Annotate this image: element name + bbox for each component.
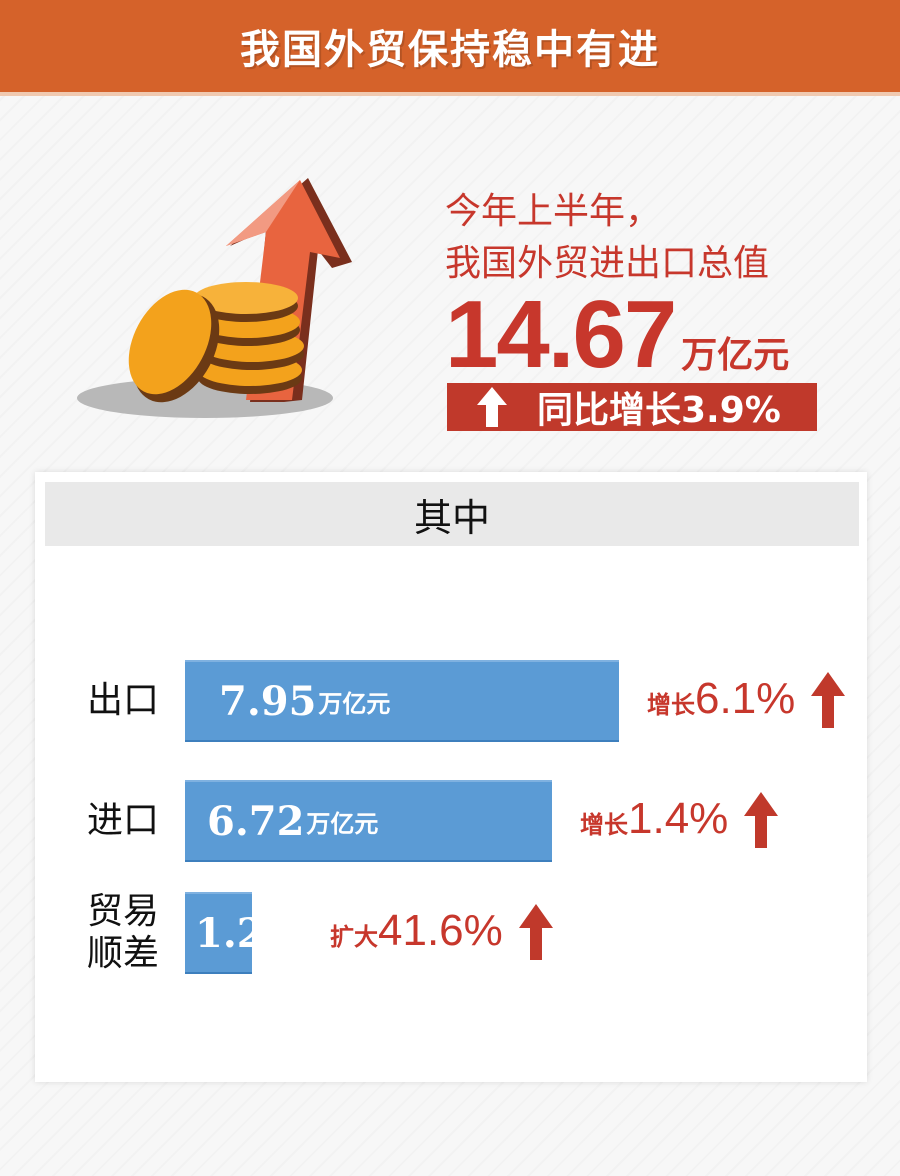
bar-unit-label: 万亿元 — [306, 809, 379, 838]
breakdown-title: 其中 — [45, 482, 859, 546]
summary-line-1: 今年上半年， — [445, 191, 662, 232]
bar-category-label: 进口 — [87, 800, 160, 841]
growth-badge: 同比增长3.9% — [447, 383, 817, 431]
total-trade-value: 14.67 万亿元 — [445, 280, 789, 390]
up-arrow-icon — [811, 672, 845, 728]
rolling-coin-icon — [128, 289, 220, 403]
header-banner: 我国外贸保持稳中有进 — [0, 0, 900, 92]
change-word: 增长 — [580, 811, 628, 839]
bar-category-label: 贸易 顺差 — [87, 891, 160, 974]
bar-1: 6.72 万亿元 — [185, 780, 552, 862]
bar-value-label: 7.95 — [219, 677, 317, 725]
coin-stack-icon — [194, 282, 304, 394]
bar-2: 1.23 万亿元 — [185, 887, 318, 985]
summary-line-2: 我国外贸进出口总值 — [445, 243, 770, 284]
total-unit: 万亿元 — [681, 335, 790, 376]
change-value: 41.6% — [378, 906, 503, 955]
change-label: 增长 6.1% — [647, 674, 795, 724]
total-value: 14.67 — [445, 281, 677, 388]
change-label: 扩大 41.6% — [330, 906, 503, 956]
header-title: 我国外贸保持稳中有进 — [240, 27, 660, 73]
bar-unit-label: 万亿元 — [294, 886, 319, 985]
growth-text: 同比增长3.9% — [537, 390, 781, 431]
change-label: 增长 1.4% — [580, 794, 728, 844]
up-arrow-icon — [744, 792, 778, 848]
bar-0: 7.95 万亿元 — [185, 660, 619, 742]
bar-value-label: 1.23 — [195, 909, 293, 957]
change-word: 增长 — [647, 691, 695, 719]
up-arrow-icon — [447, 387, 537, 427]
rising-coins-illustration — [77, 178, 352, 418]
bar-category-label: 出口 — [87, 680, 160, 721]
bar-value-label: 6.72 — [207, 797, 305, 845]
change-value: 6.1% — [695, 674, 796, 723]
change-word: 扩大 — [330, 923, 378, 951]
breakdown-panel: 其中 出口 7.95 万亿元 增长 6.1% 进口 6.72 万亿元 增长 1.4% 贸易 顺差 1.… — [35, 472, 867, 1082]
bar-unit-label: 万亿元 — [318, 689, 391, 718]
up-arrow-icon — [519, 904, 553, 960]
change-value: 1.4% — [628, 794, 729, 843]
